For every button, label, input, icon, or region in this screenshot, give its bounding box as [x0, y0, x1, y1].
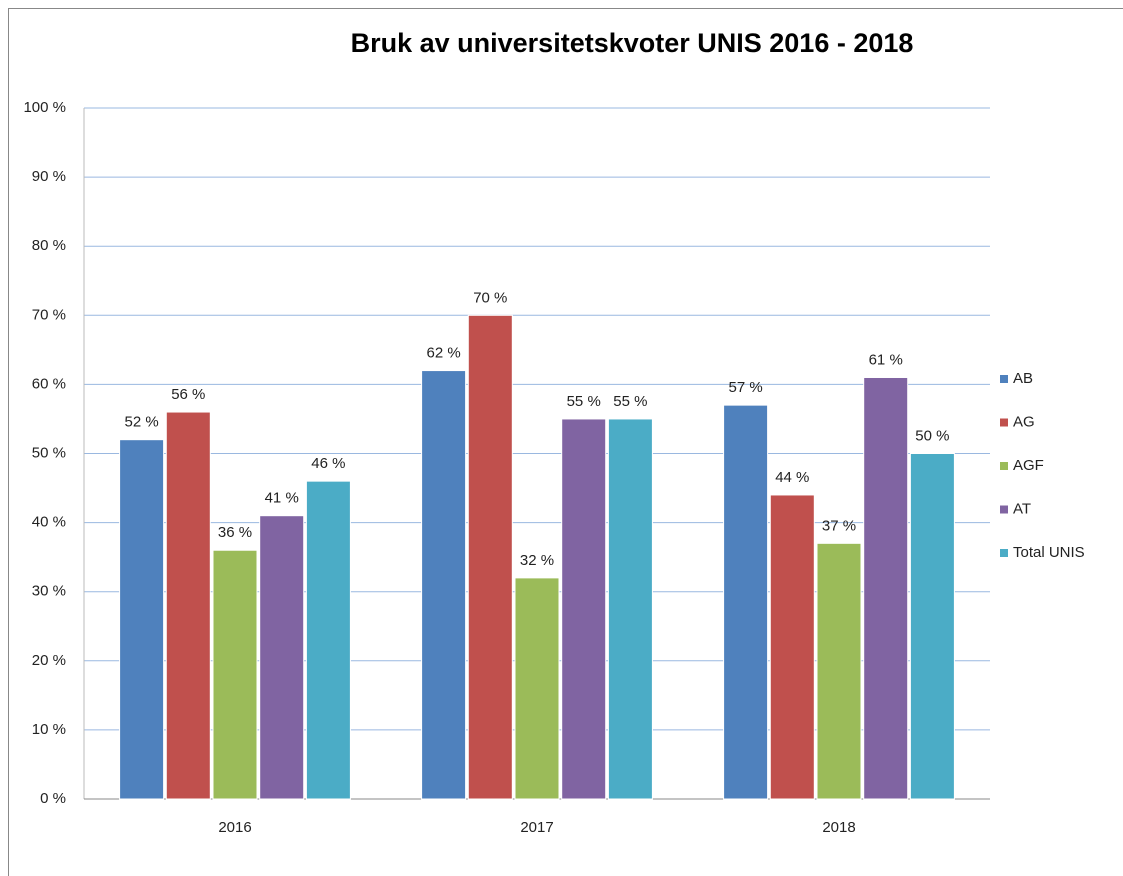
- data-label: 62 %: [426, 345, 460, 362]
- y-tick-label: 80 %: [32, 237, 66, 254]
- data-label: 44 %: [775, 469, 809, 486]
- bar: [305, 480, 351, 800]
- data-label: 55 %: [567, 393, 601, 410]
- legend-label: AT: [1013, 500, 1031, 517]
- legend-swatch: [1000, 375, 1008, 383]
- bar: [421, 370, 467, 800]
- legend-swatch: [1000, 462, 1008, 470]
- data-label: 50 %: [915, 427, 949, 444]
- legend-swatch: [1000, 418, 1008, 427]
- legend-label: AG: [1013, 413, 1035, 430]
- legend-label: Total UNIS: [1013, 544, 1085, 561]
- bar: [816, 542, 862, 800]
- legend-label: AGF: [1013, 457, 1044, 474]
- y-tick-label: 40 %: [32, 514, 66, 531]
- y-tick-label: 70 %: [32, 306, 66, 323]
- bar: [514, 577, 560, 800]
- bar: [165, 411, 211, 800]
- bar: [607, 418, 653, 800]
- data-label: 52 %: [124, 414, 158, 431]
- data-label: 56 %: [171, 386, 205, 403]
- legend-swatch: [1000, 505, 1008, 514]
- x-tick-label: 2018: [822, 819, 855, 836]
- data-label: 41 %: [265, 490, 299, 507]
- bar: [723, 404, 769, 800]
- data-label: 70 %: [473, 289, 507, 306]
- legend-swatch: [1000, 549, 1008, 557]
- data-label: 61 %: [869, 351, 903, 368]
- bar: [863, 376, 909, 800]
- x-tick-label: 2016: [218, 819, 251, 836]
- bar: [769, 494, 815, 800]
- data-label: 36 %: [218, 524, 252, 541]
- y-tick-label: 20 %: [32, 652, 66, 669]
- chart-frame: [8, 8, 1123, 876]
- data-label: 57 %: [728, 379, 762, 396]
- y-tick-label: 0 %: [40, 790, 66, 807]
- bar: [259, 515, 305, 800]
- data-label: 32 %: [520, 552, 554, 569]
- bar: [467, 314, 513, 800]
- legend-label: AB: [1013, 370, 1033, 387]
- bar: [561, 418, 607, 800]
- y-tick-label: 90 %: [32, 168, 66, 185]
- y-tick-label: 100 %: [23, 99, 66, 116]
- bar: [212, 549, 258, 800]
- bar: [119, 439, 165, 800]
- y-tick-label: 10 %: [32, 721, 66, 738]
- data-label: 46 %: [311, 455, 345, 472]
- y-tick-label: 30 %: [32, 583, 66, 600]
- y-tick-label: 60 %: [32, 375, 66, 392]
- chart-title: Bruk av universitetskvoter UNIS 2016 - 2…: [351, 28, 914, 58]
- y-tick-label: 50 %: [32, 444, 66, 461]
- data-label: 37 %: [822, 517, 856, 534]
- bar: [909, 453, 955, 800]
- data-label: 55 %: [613, 393, 647, 410]
- x-tick-label: 2017: [520, 819, 553, 836]
